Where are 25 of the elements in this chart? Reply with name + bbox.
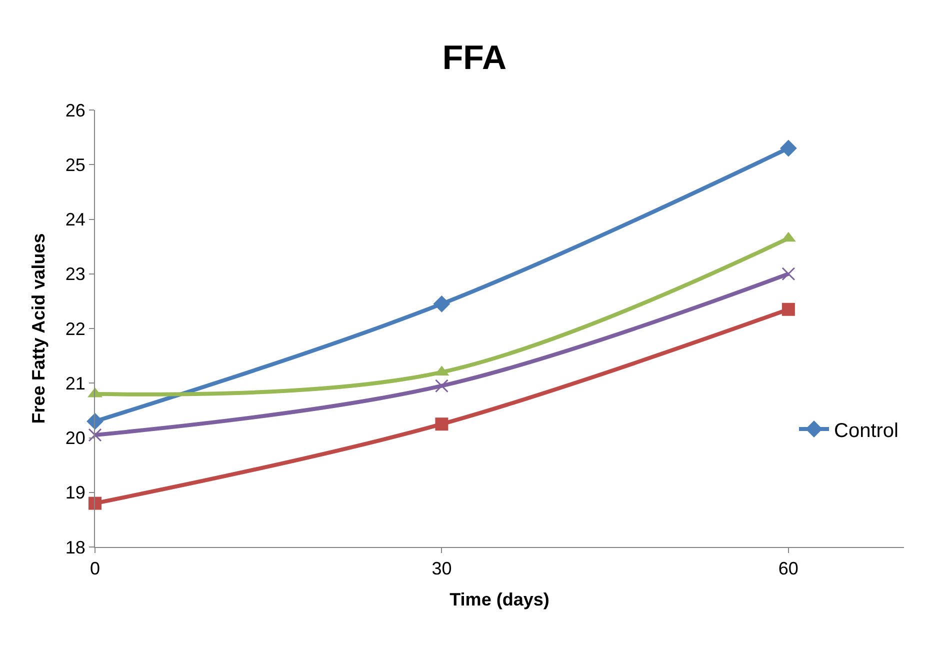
x-tick-label: 60 <box>778 558 798 579</box>
legend-label: Control <box>834 420 898 442</box>
point <box>780 140 797 157</box>
y-tick-label: 20 <box>65 428 86 448</box>
x-tick-label: 0 <box>90 558 100 579</box>
x-axis-title: Time (days) <box>450 590 550 610</box>
y-tick-label: 22 <box>65 318 86 339</box>
point <box>434 379 448 393</box>
y-tick-label: 18 <box>65 537 86 558</box>
point <box>782 267 796 281</box>
point <box>86 412 104 430</box>
point <box>433 295 450 312</box>
point <box>435 418 448 431</box>
y-tick-label: 24 <box>65 210 86 230</box>
chart-title: FFA <box>442 39 507 78</box>
y-tick-label: 19 <box>65 482 86 503</box>
point <box>88 496 102 510</box>
x-tick-label: 30 <box>432 558 452 579</box>
y-tick-label: 26 <box>65 100 86 120</box>
y-tick-label: 25 <box>65 154 86 175</box>
point <box>782 302 795 316</box>
y-tick-label: 21 <box>65 373 86 394</box>
y-tick-label: 23 <box>65 264 86 284</box>
point <box>88 428 102 442</box>
y-axis-title: Free Fatty Acid values <box>28 233 49 424</box>
